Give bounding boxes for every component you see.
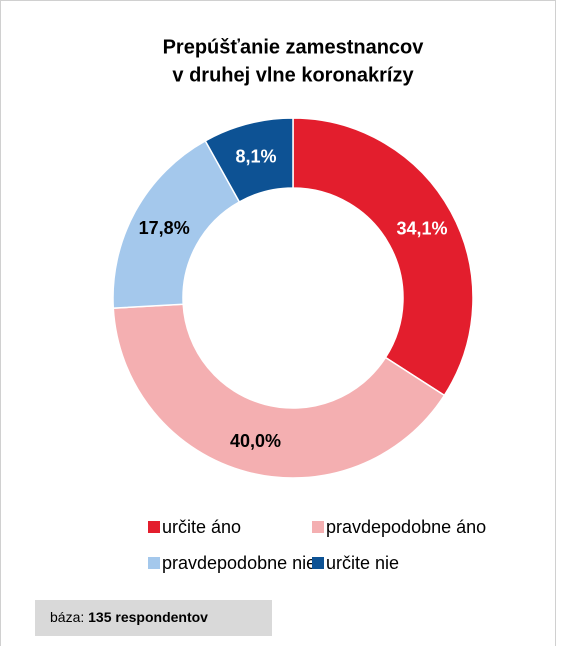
value-label: 8,1% [235, 146, 276, 166]
legend-swatch [312, 521, 324, 533]
value-label: 40,0% [230, 431, 281, 451]
legend-swatch [312, 557, 324, 569]
legend-label: pravdepodobne áno [326, 517, 486, 537]
footnote-label: báza: [50, 609, 84, 625]
footnote: báza: 135 respondentov [50, 609, 208, 625]
frame [0, 0, 556, 646]
donut-slice [204, 117, 294, 203]
value-label: 34,1% [397, 218, 448, 238]
footnote-box [35, 600, 272, 636]
legend-label: určite áno [162, 517, 241, 537]
donut-slice [292, 117, 474, 397]
legend-label: určite nie [326, 553, 399, 573]
chart-title: Prepúšťanie zamestnancov [163, 36, 425, 58]
legend-swatch [148, 557, 160, 569]
footnote-text: 135 respondentov [88, 609, 208, 625]
legend-swatch [148, 521, 160, 533]
donut-slice [112, 303, 446, 479]
chart-title: v druhej vlne koronakrízy [172, 64, 414, 86]
legend-label: pravdepodobne nie [162, 553, 316, 573]
value-label: 17,8% [139, 218, 190, 238]
